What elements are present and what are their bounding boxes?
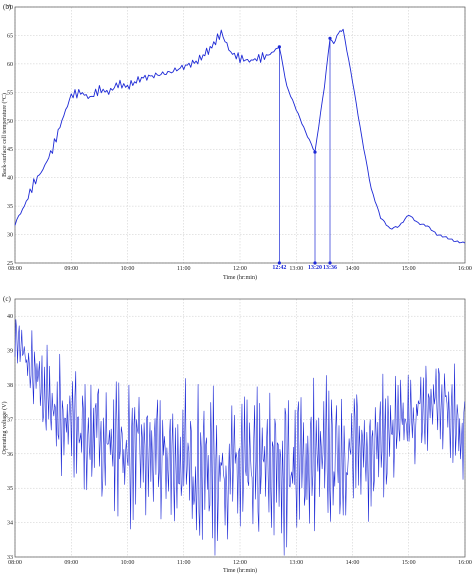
panel-c-voltage-chart: 08:00 09:00 10:00 11:00 12:00 13:00 14:00 15:00… <box>1 298 472 574</box>
annotation-point <box>313 150 317 154</box>
x-tick-label: 16:00 <box>458 560 472 566</box>
y-tick-label: 70 <box>7 5 13 11</box>
x-tick-label: 12:00 <box>233 560 247 566</box>
y-tick-label: 35 <box>7 486 13 492</box>
y-tick-label: 30 <box>7 233 13 239</box>
x-tick-label: 15:00 <box>402 560 416 566</box>
annotation-point <box>328 36 332 40</box>
y-tick-label: 36 <box>7 452 13 458</box>
x-tick-label: 10:00 <box>121 560 135 566</box>
y-tick-label: 50 <box>7 119 13 125</box>
annotation-label: 12:42 <box>272 265 286 271</box>
x-tick-label: 11:00 <box>177 560 190 566</box>
y-tick-label: 39 <box>7 349 13 355</box>
x-tick-label: 13:00 <box>289 266 303 272</box>
y-tick-label: 38 <box>7 383 13 389</box>
y-axis-label: Operating voltage (V) <box>1 402 8 455</box>
annotation-base-point <box>328 261 332 265</box>
x-tick-label: 08:00 <box>8 560 22 566</box>
annotation-point <box>277 45 281 49</box>
y-tick-label: 40 <box>7 314 13 320</box>
panel-c-tag: (c) <box>3 295 11 303</box>
x-tick-label: 12:00 <box>233 266 247 272</box>
x-tick-label: 09:00 <box>64 560 78 566</box>
y-tick-label: 65 <box>7 33 13 39</box>
y-tick-label: 33 <box>7 555 13 561</box>
voltage-series-line <box>14 319 466 556</box>
x-tick-label: 15:00 <box>402 266 416 272</box>
x-tick-label: 09:00 <box>64 266 78 272</box>
x-tick-label: 14:00 <box>346 266 360 272</box>
annotation-label: 13:20 <box>308 265 322 271</box>
annotation-label: 13:36 <box>323 265 337 271</box>
panel-b-temperature-chart: 08:00 09:00 10:00 11:00 12:00 13:00 14:00 15:00… <box>1 5 472 281</box>
y-tick-label: 34 <box>7 521 13 527</box>
x-tick-label: 10:00 <box>121 266 135 272</box>
y-tick-label: 35 <box>7 204 13 210</box>
x-axis-label: Time (hr:min) <box>223 274 257 281</box>
plot-frame <box>14 6 466 264</box>
annotation-base-point <box>277 261 281 265</box>
y-tick-label: 60 <box>7 62 13 68</box>
x-tick-label: 14:00 <box>346 560 360 566</box>
y-axis-label: Back-surface cell temperature (°C) <box>1 93 8 177</box>
plot-frame <box>14 298 466 558</box>
y-tick-label: 45 <box>7 147 13 153</box>
x-tick-label: 16:00 <box>458 266 472 272</box>
panel-b-tag: (b) <box>3 3 12 11</box>
x-axis-label: Time (hr:min) <box>223 567 257 574</box>
x-tick-label: 08:00 <box>8 266 22 272</box>
y-tick-label: 55 <box>7 90 13 96</box>
x-tick-label: 11:00 <box>177 266 190 272</box>
temperature-series-line <box>14 28 466 244</box>
y-tick-label: 37 <box>7 417 13 423</box>
annotation-base-point <box>313 261 317 265</box>
x-tick-label: 13:00 <box>289 560 303 566</box>
y-tick-label: 25 <box>7 261 13 267</box>
y-tick-label: 40 <box>7 176 13 182</box>
